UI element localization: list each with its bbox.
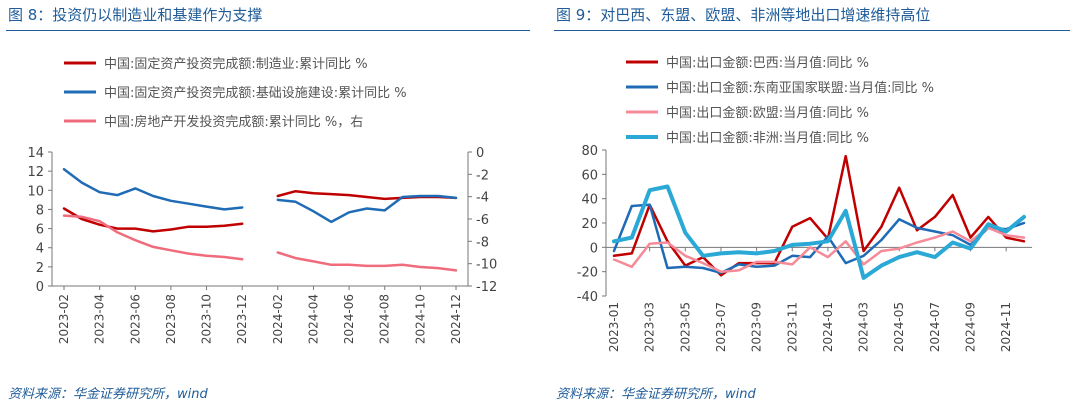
- x-tick-label-3: 2023-07: [714, 302, 728, 352]
- y-tick-label-2: 40: [581, 193, 598, 208]
- legend-label-2: 中国:出口金额:欧盟:当月值:同比 %: [666, 105, 869, 121]
- x-tick-label-4: 2023-10: [200, 294, 214, 344]
- y-tick-label-left-5: 10: [27, 184, 44, 199]
- legend-label-0: 中国:出口金额:巴西:当月值:同比 %: [666, 55, 869, 71]
- y-tick-label-5: -20: [577, 266, 598, 281]
- y-tick-label-left-6: 12: [27, 165, 44, 180]
- y-tick-label-right-2: -4: [476, 191, 489, 206]
- figure-8-chart: 中国:固定资产投资完成额:制造业:累计同比 % 中国:固定资产投资完成额:基础设施…: [27, 56, 497, 344]
- x-tick-label-10: 2024-09: [964, 302, 978, 352]
- x-tick-label-10: 2024-10: [413, 294, 427, 344]
- legend-label-0: 中国:固定资产投资完成额:制造业:累计同比 %: [104, 56, 368, 72]
- x-tick-label-7: 2024-03: [857, 302, 871, 352]
- series-line-0: [612, 154, 1026, 277]
- x-tick-label-3: 2023-08: [164, 294, 178, 344]
- x-tick-label-1: 2023-03: [643, 302, 657, 352]
- x-tick-label-9: 2024-08: [378, 294, 392, 344]
- series-line-3: [612, 184, 1026, 280]
- x-tick-label-7: 2024-04: [306, 294, 320, 344]
- y-tick-label-right-1: -2: [476, 168, 489, 183]
- y-tick-label-3: 20: [581, 217, 598, 232]
- y-tick-label-right-0: 0: [476, 146, 484, 161]
- y-tick-label-right-6: -12: [476, 280, 497, 295]
- x-tick-label-5: 2023-11: [785, 302, 799, 352]
- legend-label-1: 中国:固定资产投资完成额:基础设施建设:累计同比 %: [104, 85, 407, 101]
- y-tick-label-0: 80: [581, 144, 598, 159]
- x-tick-label-9: 2024-07: [928, 302, 942, 352]
- y-tick-label-4: 0: [590, 241, 598, 256]
- legend-label-2: 中国:房地产开发投资完成额:累计同比 %，右: [104, 114, 363, 130]
- y-tick-label-right-3: -6: [476, 213, 489, 228]
- series-line-2: [62, 214, 458, 272]
- x-tick-label-0: 2023-02: [57, 294, 71, 344]
- figure-8-source: 资料来源：华金证券研究所，wind: [8, 387, 208, 402]
- series-line-0: [62, 189, 458, 233]
- figure-9-source: 资料来源：华金证券研究所，wind: [556, 387, 756, 402]
- y-tick-label-left-1: 2: [36, 261, 44, 276]
- x-tick-label-11: 2024-11: [999, 302, 1013, 352]
- legend-label-3: 中国:出口金额:非洲:当月值:同比 %: [666, 130, 869, 146]
- y-tick-label-1: 60: [581, 168, 598, 183]
- figure-8-panel: 图 8：投资仍以制造业和基建作为支撑 中国:固定资产投资完成额:制造业:累计同比…: [6, 6, 530, 402]
- x-tick-label-2: 2023-06: [128, 294, 142, 344]
- x-tick-label-4: 2023-09: [750, 302, 764, 352]
- figure-9-chart: 中国:出口金额:巴西:当月值:同比 % 中国:出口金额:东南亚国家联盟:当月值:同…: [577, 55, 1032, 352]
- y-tick-label-6: -40: [577, 290, 598, 305]
- legend-label-1: 中国:出口金额:东南亚国家联盟:当月值:同比 %: [666, 80, 934, 96]
- figure-9-title-rule: [554, 30, 1070, 31]
- y-tick-label-left-4: 8: [36, 203, 44, 218]
- x-tick-label-6: 2024-02: [271, 294, 285, 344]
- series-line-1: [612, 203, 1026, 275]
- x-tick-label-6: 2024-01: [821, 302, 835, 352]
- y-tick-label-left-7: 14: [27, 146, 44, 161]
- series-line-2: [612, 226, 1026, 273]
- y-tick-label-left-3: 6: [36, 223, 44, 238]
- x-tick-label-5: 2023-12: [235, 294, 249, 344]
- y-tick-label-left-0: 0: [36, 280, 44, 295]
- figure-8-title: 图 8：投资仍以制造业和基建作为支撑: [8, 6, 263, 24]
- y-tick-label-left-2: 4: [36, 242, 44, 257]
- series-line-1: [62, 167, 458, 224]
- figure-9-panel: 图 9：对巴西、东盟、欧盟、非洲等地出口增速维持高位 中国:出口金额:巴西:当月…: [548, 0, 1080, 405]
- y-tick-label-right-5: -10: [476, 258, 497, 273]
- x-tick-label-8: 2024-05: [892, 302, 906, 352]
- x-tick-label-0: 2023-01: [607, 302, 621, 352]
- figure-8-title-rule: [6, 30, 530, 31]
- x-tick-label-2: 2023-05: [678, 302, 692, 352]
- figure-9-title: 图 9：对巴西、东盟、欧盟、非洲等地出口增速维持高位: [556, 6, 931, 24]
- x-tick-label-11: 2024-12: [449, 294, 463, 344]
- x-tick-label-1: 2023-04: [93, 294, 107, 344]
- x-tick-label-8: 2024-06: [342, 294, 356, 344]
- y-tick-label-right-4: -8: [476, 235, 489, 250]
